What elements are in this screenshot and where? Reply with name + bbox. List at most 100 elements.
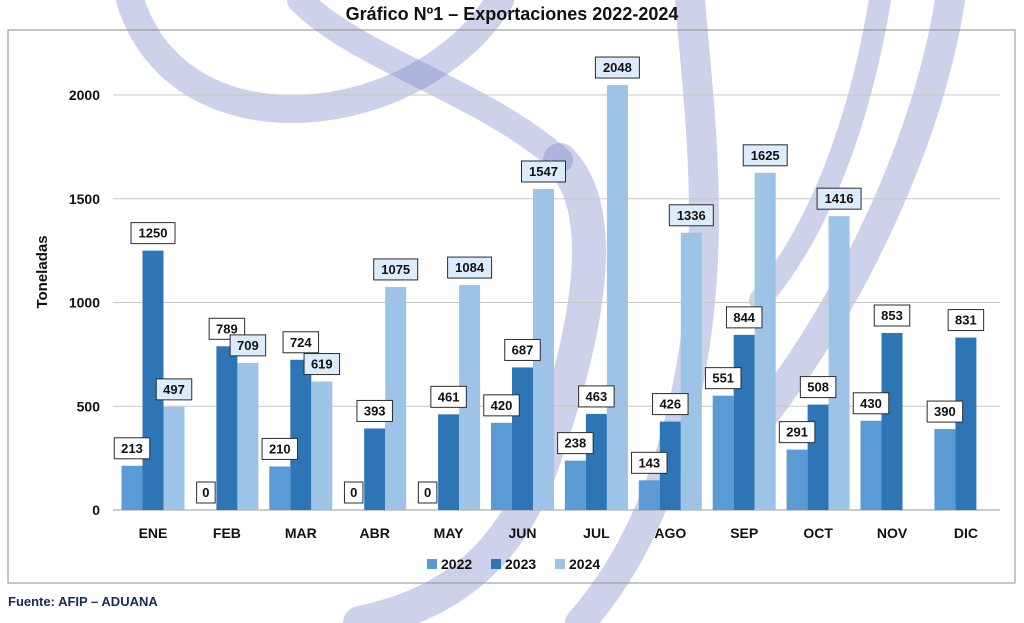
data-label: 1625 [751,148,780,163]
data-label: 143 [638,455,660,470]
exports-bar-chart: 0 500 1000 1500 2000 Toneladas 213 1250 497 0 78… [7,29,1016,584]
bar-2022-ene [121,465,143,510]
data-label: 1547 [529,164,558,179]
data-label: 619 [311,357,333,372]
x-tick-label: MAY [434,525,464,541]
data-label: 0 [424,485,431,500]
bar-2024-may [459,285,481,510]
x-tick-label: FEB [213,525,241,541]
bar-2024-abr [385,286,407,510]
bar-2023-may [438,414,460,510]
data-label-box [504,338,541,361]
y-tick-label: 500 [77,398,101,414]
bar-2023-jun [512,367,533,510]
data-label-box [594,56,640,79]
bar-2024-feb [237,362,259,510]
data-label: 1336 [677,208,706,223]
legend-swatch-2024 [555,559,565,569]
data-label: 1084 [455,260,485,275]
bar-2022-dic [934,429,956,510]
data-label-box [303,353,341,376]
data-label-box [282,331,320,354]
data-label-box [521,160,566,183]
data-label: 213 [121,441,143,456]
data-label: 430 [860,396,882,411]
data-label-box [578,385,615,408]
data-label-box [704,367,742,390]
data-label: 390 [934,404,956,419]
x-tick-label: SEP [730,525,758,541]
data-label-box [196,481,216,504]
data-label: 291 [786,425,808,440]
bar-2023-abr [364,428,386,510]
bar-2022-jul [564,460,586,510]
bar-2023-mar [290,359,312,510]
source-note: Fuente: AFIP – ADUANA [8,594,158,609]
data-label: 0 [202,485,209,500]
data-label-box [229,334,267,357]
data-label: 426 [659,397,681,412]
x-tick-label: NOV [877,525,908,541]
bar-2024-jun [533,188,554,510]
chart-title: Gráfico Nº1 – Exportaciones 2022-2024 [345,4,679,24]
data-label-box [926,400,964,423]
bar-2022-jun [491,422,512,510]
data-label: 709 [237,338,259,353]
x-tick-label: OCT [803,525,833,541]
data-label: 551 [712,371,734,386]
data-label: 420 [491,398,513,413]
legend-swatch-2022 [427,559,437,569]
data-label: 463 [586,389,608,404]
bar-2023-oct [807,404,829,510]
bar-2022-oct [786,449,808,510]
bar-2022-sep [712,395,734,510]
y-tick-label: 2000 [69,87,100,103]
data-label-box [631,451,668,474]
bar-2022-mar [269,466,291,510]
legend-label-2024: 2024 [569,556,600,572]
data-label-box [668,204,714,227]
data-label-box [557,432,594,455]
data-label-box [816,187,862,210]
data-label-box [947,309,985,332]
bar-2022-ago [638,480,660,510]
data-label-box [343,481,364,504]
data-label: 238 [565,436,587,451]
data-label: 789 [216,321,238,336]
bar-2023-ago [659,421,681,510]
bar-2024-ene [163,406,185,510]
legend-swatch-2023 [491,559,501,569]
data-label-box [113,437,151,460]
data-label-box [725,306,763,329]
data-label-box [852,392,890,415]
bar-2024-oct [828,216,850,510]
y-tick-label: 0 [92,502,100,518]
data-label-box [130,222,176,245]
data-label: 1250 [139,226,168,241]
data-label: 0 [350,485,357,500]
x-tick-label: JUL [583,525,610,541]
y-tick-label: 1500 [69,191,100,207]
data-label: 1075 [381,262,410,277]
data-label-box [873,304,911,327]
bar-2023-dic [955,337,977,510]
data-label: 393 [364,403,386,418]
data-label-box [208,317,246,340]
bar-2024-sep [754,172,776,510]
data-label-box [447,256,493,279]
x-tick-label: JUN [508,525,536,541]
data-label: 210 [269,441,291,456]
data-label-box [373,258,419,281]
data-label: 853 [881,308,903,323]
bar-2024-ago [680,232,702,510]
data-label: 497 [163,382,185,397]
data-label-box [742,144,788,167]
data-label-box [430,385,467,408]
data-label: 687 [512,342,534,357]
bar-2023-sep [733,334,755,510]
x-tick-label: ENE [139,525,168,541]
legend-label-2023: 2023 [505,556,536,572]
bar-2023-nov [881,333,903,510]
bar-2023-feb [216,346,238,510]
data-label-box [155,378,193,401]
